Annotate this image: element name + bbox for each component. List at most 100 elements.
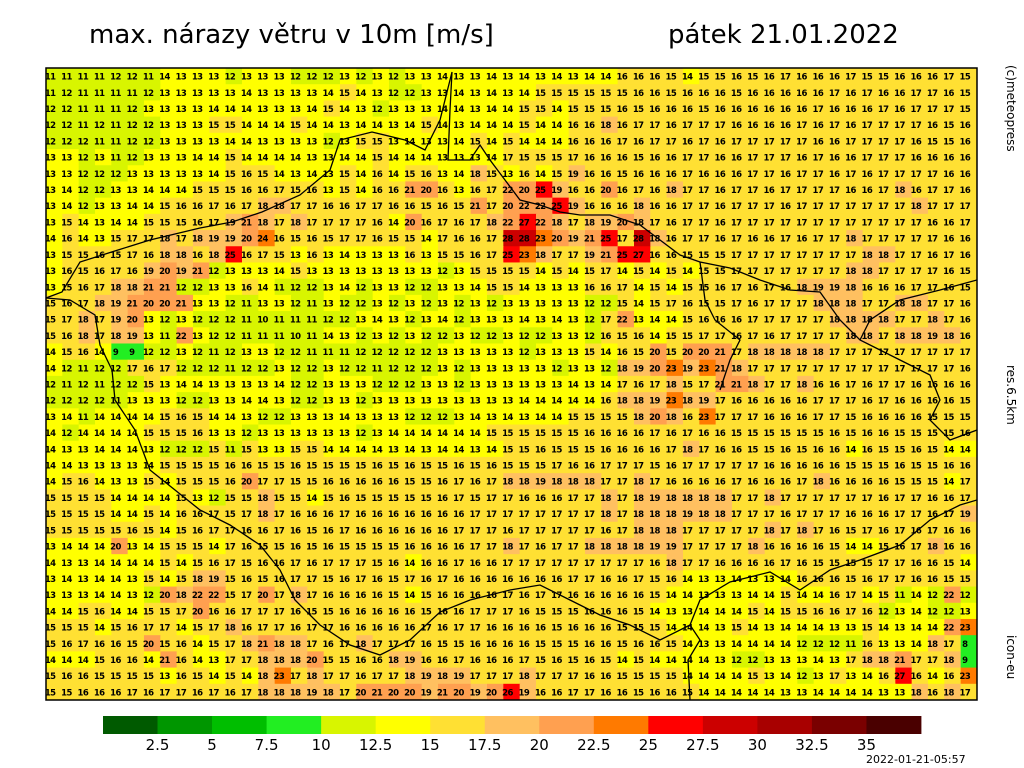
grid-value: 17 bbox=[437, 575, 448, 585]
grid-value: 17 bbox=[878, 186, 889, 196]
grid-value: 17 bbox=[878, 105, 889, 115]
grid-cell bbox=[209, 100, 227, 118]
grid-value: 15 bbox=[323, 575, 334, 585]
grid-value: 12 bbox=[290, 299, 301, 309]
grid-value: 17 bbox=[731, 202, 742, 212]
grid-value: 17 bbox=[911, 105, 922, 115]
grid-value: 17 bbox=[829, 348, 840, 358]
grid-cell bbox=[895, 132, 913, 150]
grid-value: 16 bbox=[747, 559, 758, 569]
grid-value: 16 bbox=[241, 251, 252, 261]
grid-value: 16 bbox=[960, 121, 971, 131]
grid-value: 17 bbox=[617, 526, 628, 536]
grid-value: 11 bbox=[110, 154, 121, 164]
grid-value: 20 bbox=[143, 299, 154, 309]
grid-value: 18 bbox=[404, 672, 415, 682]
legend-tick-label: 22.5 bbox=[577, 736, 610, 754]
grid-value: 16 bbox=[715, 154, 726, 164]
grid-value: 17 bbox=[911, 543, 922, 553]
grid-value: 16 bbox=[943, 154, 954, 164]
grid-value: 21 bbox=[600, 251, 611, 261]
grid-value: 12 bbox=[176, 364, 187, 374]
grid-value: 19 bbox=[535, 478, 546, 488]
grid-value: 12 bbox=[78, 186, 89, 196]
grid-value: 13 bbox=[519, 299, 530, 309]
grid-value: 21 bbox=[127, 299, 138, 309]
grid-value: 16 bbox=[600, 397, 611, 407]
grid-value: 13 bbox=[878, 640, 889, 650]
grid-value: 22 bbox=[535, 218, 546, 228]
grid-value: 15 bbox=[568, 656, 579, 666]
grid-value: 14 bbox=[61, 413, 72, 423]
grid-value: 15 bbox=[535, 105, 546, 115]
grid-value: 21 bbox=[715, 348, 726, 358]
grid-value: 15 bbox=[78, 526, 89, 536]
grid-cell bbox=[372, 68, 390, 85]
grid-value: 15 bbox=[747, 445, 758, 455]
grid-value: 16 bbox=[519, 607, 530, 617]
grid-value: 17 bbox=[796, 121, 807, 131]
grid-value: 12 bbox=[813, 640, 824, 650]
grid-cell bbox=[732, 132, 749, 150]
grid-value: 17 bbox=[894, 251, 905, 261]
grid-value: 15 bbox=[551, 267, 562, 277]
grid-value: 16 bbox=[829, 429, 840, 439]
grid-value: 16 bbox=[894, 462, 905, 472]
grid-value: 20 bbox=[421, 186, 432, 196]
grid-cell bbox=[666, 68, 684, 85]
grid-value: 15 bbox=[845, 526, 856, 536]
grid-value: 13 bbox=[894, 640, 905, 650]
grid-value: 20 bbox=[355, 688, 366, 698]
grid-value: 14 bbox=[666, 591, 677, 601]
grid-cell bbox=[372, 84, 390, 102]
grid-value: 12 bbox=[323, 316, 334, 326]
grid-value: 14 bbox=[698, 656, 709, 666]
grid-value: 17 bbox=[666, 299, 677, 309]
grid-value: 17 bbox=[894, 170, 905, 180]
grid-value: 15 bbox=[535, 429, 546, 439]
grid-value: 17 bbox=[747, 364, 758, 374]
grid-value: 14 bbox=[764, 640, 775, 650]
grid-cell bbox=[683, 84, 700, 102]
grid-value: 11 bbox=[290, 316, 301, 326]
grid-value: 15 bbox=[747, 607, 758, 617]
grid-value: 14 bbox=[519, 73, 530, 83]
grid-value: 17 bbox=[747, 137, 758, 147]
grid-value: 13 bbox=[241, 73, 252, 83]
grid-value: 16 bbox=[747, 478, 758, 488]
grid-value: 16 bbox=[372, 170, 383, 180]
grid-cell bbox=[797, 165, 815, 183]
grid-value: 17 bbox=[943, 316, 954, 326]
grid-value: 18 bbox=[94, 299, 105, 309]
grid-cell bbox=[536, 116, 553, 134]
grid-value: 12 bbox=[421, 413, 432, 423]
grid-cell bbox=[487, 68, 504, 85]
grid-value: 17 bbox=[225, 640, 236, 650]
grid-value: 14 bbox=[796, 591, 807, 601]
grid-value: 13 bbox=[780, 656, 791, 666]
grid-value: 16 bbox=[470, 640, 481, 650]
grid-value: 12 bbox=[453, 299, 464, 309]
grid-value: 17 bbox=[829, 235, 840, 245]
grid-value: 13 bbox=[159, 105, 170, 115]
grid-value: 17 bbox=[845, 170, 856, 180]
grid-value: 11 bbox=[225, 364, 236, 374]
grid-cell bbox=[356, 165, 374, 183]
grid-cell bbox=[470, 165, 488, 183]
grid-value: 16 bbox=[372, 186, 383, 196]
grid-value: 13 bbox=[355, 413, 366, 423]
grid-value: 12 bbox=[192, 364, 203, 374]
grid-value: 15 bbox=[535, 607, 546, 617]
grid-value: 17 bbox=[764, 381, 775, 391]
grid-value: 16 bbox=[61, 332, 72, 342]
grid-value: 21 bbox=[372, 688, 383, 698]
grid-value: 17 bbox=[813, 413, 824, 423]
grid-value: 15 bbox=[813, 429, 824, 439]
grid-value: 15 bbox=[796, 445, 807, 455]
grid-cell bbox=[421, 149, 439, 166]
grid-cell bbox=[895, 100, 913, 118]
grid-cell bbox=[911, 149, 929, 166]
grid-value: 13 bbox=[470, 316, 481, 326]
grid-value: 16 bbox=[666, 478, 677, 488]
grid-value: 14 bbox=[470, 413, 481, 423]
